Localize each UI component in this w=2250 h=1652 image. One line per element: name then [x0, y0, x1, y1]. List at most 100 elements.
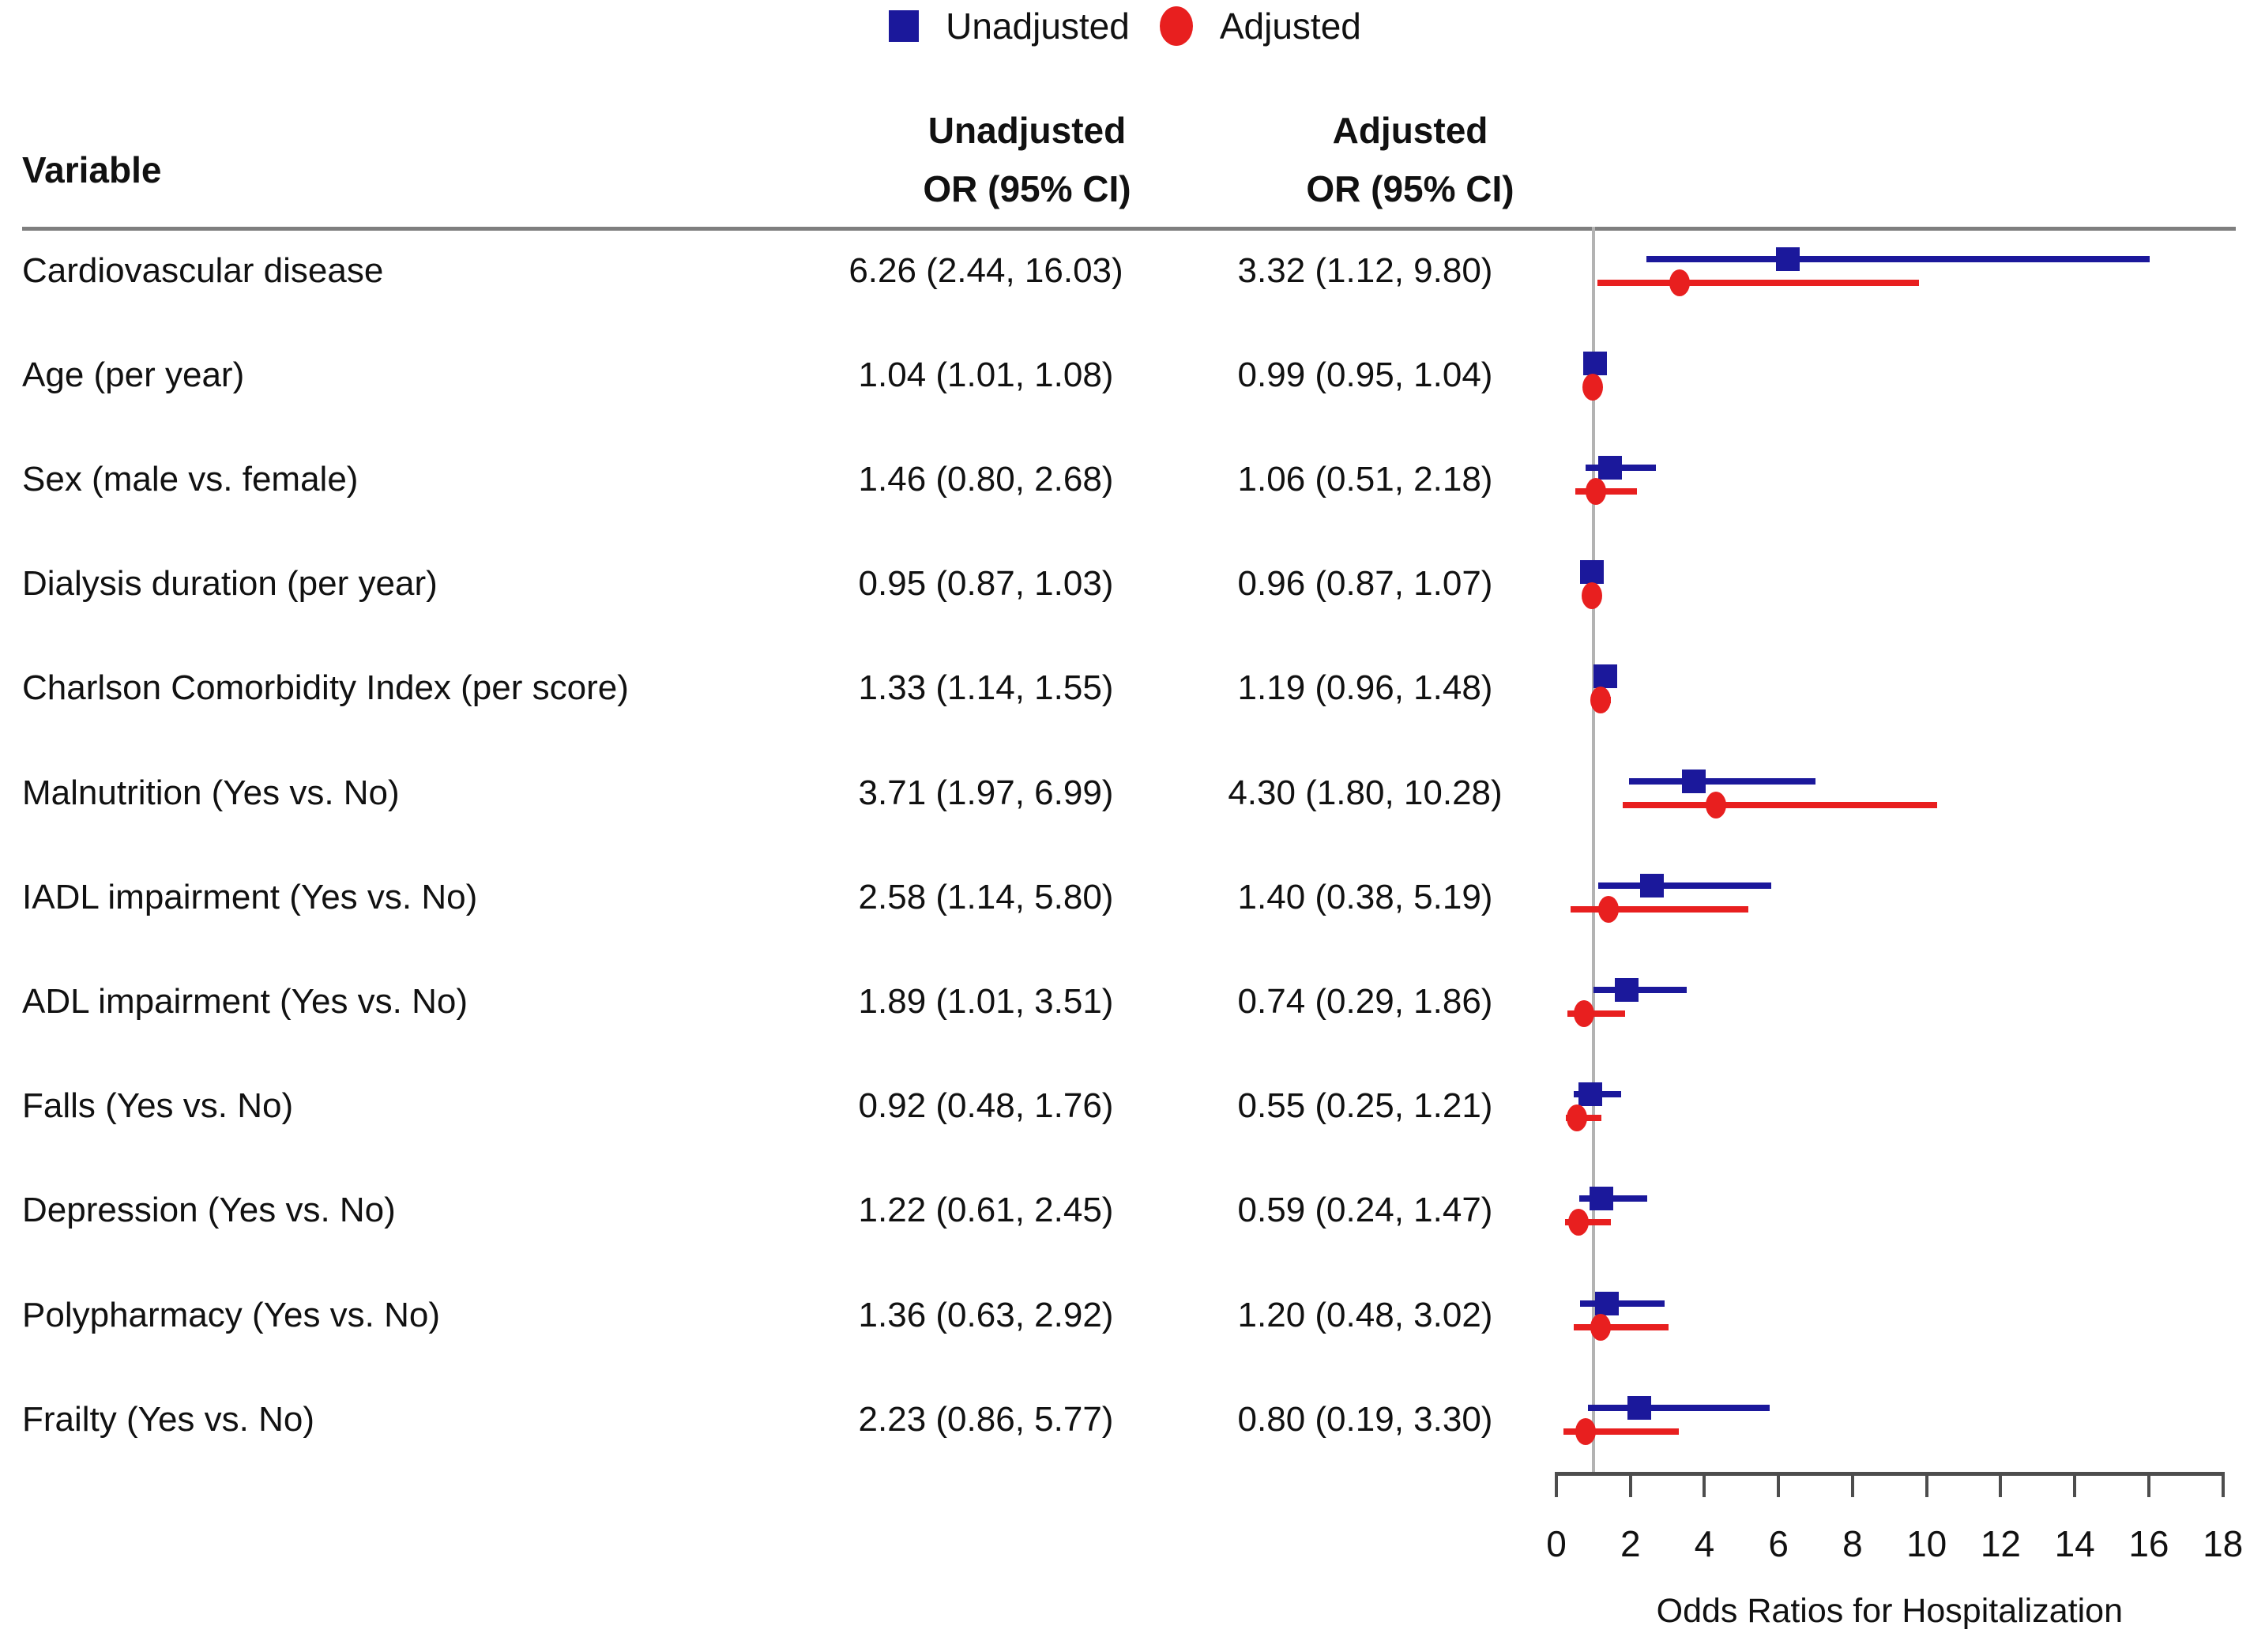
unadjusted-ci-line [1646, 255, 2150, 262]
x-axis-tick-label: 14 [2054, 1523, 2095, 1564]
x-axis-tick-label: 8 [1842, 1523, 1863, 1564]
unadjusted-square-icon [889, 10, 920, 42]
adjusted-point-marker [1581, 582, 1602, 610]
adjusted-ci-line [1575, 487, 1638, 495]
variable-label: Malnutrition (Yes vs. No) [22, 773, 400, 812]
adjusted-point-marker [1590, 687, 1611, 714]
x-axis-tick [1850, 1472, 1854, 1497]
unadjusted-point-marker [1594, 1291, 1619, 1315]
adjusted-or-value: 1.06 (0.51, 2.18) [1237, 459, 1493, 499]
x-axis-tick [2073, 1472, 2077, 1497]
variable-label: Polypharmacy (Yes vs. No) [22, 1295, 441, 1334]
unadjusted-or-value: 3.71 (1.97, 6.99) [858, 773, 1114, 812]
x-axis-tick [1777, 1472, 1781, 1497]
unadjusted-point-marker [1627, 1395, 1651, 1420]
adjusted-point-marker [1575, 1417, 1597, 1445]
x-axis-tick [1703, 1472, 1706, 1497]
variable-label: Sex (male vs. female) [22, 459, 359, 499]
x-axis-tick-label: 12 [1980, 1523, 2022, 1564]
legend-item-adjusted: Adjusted [1159, 5, 1361, 47]
unadjusted-ci-line [1598, 882, 1771, 889]
adjusted-or-value: 0.55 (0.25, 1.21) [1237, 1086, 1493, 1126]
reference-line-or-1 [1591, 227, 1595, 1472]
x-axis-tick-label: 10 [1906, 1523, 1947, 1564]
unadjusted-point-marker [1593, 664, 1618, 689]
adjusted-or-value: 1.40 (0.38, 5.19) [1237, 877, 1493, 916]
adjusted-ci-line [1567, 1010, 1626, 1017]
column-header-unadjusted-line2: OR (95% CI) [923, 168, 1131, 209]
variable-label: ADL impairment (Yes vs. No) [22, 981, 468, 1021]
unadjusted-ci-line [1593, 986, 1687, 993]
x-axis-tick-label: 16 [2128, 1523, 2169, 1564]
adjusted-point-marker [1590, 1313, 1612, 1341]
column-header-unadjusted: Unadjusted OR (95% CI) [766, 101, 1288, 218]
x-axis-tick-label: 4 [1694, 1523, 1715, 1564]
unadjusted-or-value: 6.26 (2.44, 16.03) [848, 250, 1123, 290]
x-axis-tick [1925, 1472, 1928, 1497]
unadjusted-point-marker [1598, 455, 1623, 480]
variable-label: Charlson Comorbidity Index (per score) [22, 668, 629, 708]
variable-label: Depression (Yes vs. No) [22, 1191, 396, 1230]
unadjusted-or-value: 2.58 (1.14, 5.80) [858, 877, 1114, 916]
unadjusted-or-value: 0.95 (0.87, 1.03) [858, 564, 1114, 604]
unadjusted-point-marker [1776, 246, 1800, 271]
x-axis-tick-label: 18 [2203, 1523, 2244, 1564]
x-axis-tick [1555, 1472, 1558, 1497]
adjusted-or-value: 0.96 (0.87, 1.07) [1237, 564, 1493, 604]
adjusted-or-value: 1.19 (0.96, 1.48) [1237, 668, 1493, 708]
unadjusted-or-value: 1.33 (1.14, 1.55) [858, 668, 1114, 708]
adjusted-ci-line [1574, 1323, 1669, 1330]
x-axis-tick [2147, 1472, 2150, 1497]
adjusted-or-value: 0.74 (0.29, 1.86) [1237, 981, 1493, 1021]
variable-label: IADL impairment (Yes vs. No) [22, 877, 478, 916]
unadjusted-ci-line [1579, 1300, 1665, 1307]
legend-label-adjusted: Adjusted [1219, 6, 1361, 47]
adjusted-point-marker [1705, 791, 1726, 818]
unadjusted-point-marker [1579, 560, 1604, 585]
x-axis-tick-label: 0 [1546, 1523, 1567, 1564]
adjusted-circle-icon [1159, 6, 1193, 46]
x-axis-tick [1999, 1472, 2003, 1497]
unadjusted-or-value: 1.04 (1.01, 1.08) [858, 355, 1114, 394]
adjusted-ci-line [1570, 905, 1749, 913]
x-axis-tick [2221, 1472, 2225, 1497]
variable-label: Falls (Yes vs. No) [22, 1086, 294, 1126]
header-divider-rule [22, 227, 2236, 231]
legend-item-unadjusted: Unadjusted [889, 5, 1130, 47]
adjusted-or-value: 3.32 (1.12, 9.80) [1237, 250, 1493, 290]
column-header-adjusted-line1: Adjusted [1332, 110, 1488, 151]
adjusted-point-marker [1585, 477, 1606, 505]
adjusted-or-value: 0.99 (0.95, 1.04) [1237, 355, 1493, 394]
adjusted-point-marker [1566, 1104, 1587, 1132]
column-header-unadjusted-line1: Unadjusted [927, 110, 1127, 151]
adjusted-or-value: 1.20 (0.48, 3.02) [1237, 1295, 1493, 1334]
unadjusted-or-value: 1.46 (0.80, 2.68) [858, 459, 1114, 499]
adjusted-or-value: 4.30 (1.80, 10.28) [1228, 773, 1503, 812]
chart-legend: Unadjusted Adjusted [0, 5, 2250, 47]
adjusted-ci-line [1597, 279, 1920, 286]
adjusted-point-marker [1582, 373, 1604, 401]
variable-label: Cardiovascular disease [22, 250, 384, 290]
unadjusted-point-marker [1639, 873, 1664, 897]
unadjusted-point-marker [1578, 1082, 1603, 1107]
column-header-adjusted-line2: OR (95% CI) [1306, 168, 1514, 209]
unadjusted-or-value: 1.89 (1.01, 3.51) [858, 981, 1114, 1021]
variable-label: Dialysis duration (per year) [22, 564, 438, 604]
unadjusted-or-value: 1.22 (0.61, 2.45) [858, 1191, 1114, 1230]
column-header-variable: Variable [22, 149, 162, 190]
x-axis-tick-label: 2 [1620, 1523, 1641, 1564]
unadjusted-ci-line [1588, 1404, 1770, 1411]
x-axis-line [1555, 1472, 2225, 1476]
unadjusted-or-value: 0.92 (0.48, 1.76) [858, 1086, 1114, 1126]
unadjusted-point-marker [1681, 769, 1706, 793]
unadjusted-point-marker [1614, 977, 1639, 1002]
column-header-adjusted: Adjusted OR (95% CI) [1149, 101, 1671, 218]
unadjusted-or-value: 2.23 (0.86, 5.77) [858, 1399, 1114, 1439]
adjusted-or-value: 0.80 (0.19, 3.30) [1237, 1399, 1493, 1439]
variable-label: Frailty (Yes vs. No) [22, 1399, 315, 1439]
x-axis-title: Odds Ratios for Hospitalization [1656, 1592, 2123, 1630]
unadjusted-ci-line [1629, 777, 1815, 785]
adjusted-ci-line [1563, 1428, 1679, 1435]
adjusted-or-value: 0.59 (0.24, 1.47) [1237, 1191, 1493, 1230]
